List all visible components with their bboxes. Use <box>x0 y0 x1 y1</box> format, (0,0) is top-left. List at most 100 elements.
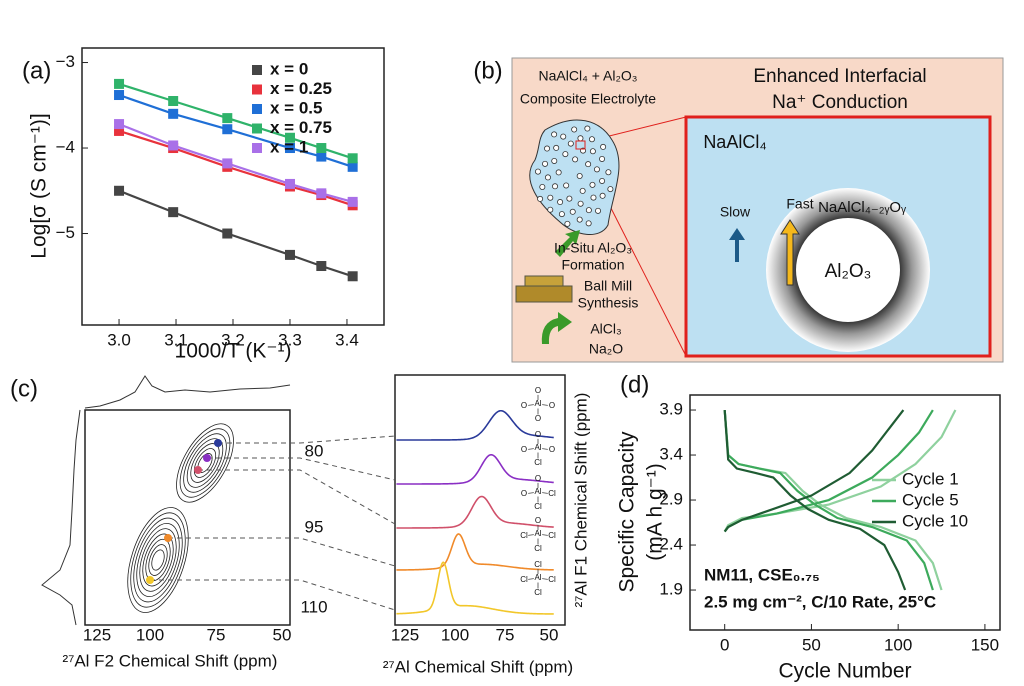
spectrum <box>396 453 554 485</box>
x-tick-label: 100 <box>884 635 912 654</box>
data-point <box>168 96 179 107</box>
heading: Na⁺ Conduction <box>772 92 908 113</box>
heading: Enhanced Interfacial <box>753 66 926 87</box>
y-tick-label: −5 <box>56 223 75 242</box>
particle-dot <box>600 143 607 150</box>
contour <box>151 549 165 571</box>
ligand: O <box>535 516 541 525</box>
contour <box>193 448 217 478</box>
particle-dots <box>535 125 614 227</box>
series-line <box>118 189 354 278</box>
y-tick-label: −4 <box>56 138 75 157</box>
contour <box>133 517 183 603</box>
legend-label: x = 1 <box>270 137 308 156</box>
ligand: O <box>549 401 555 410</box>
bond <box>542 404 548 406</box>
ligand: O <box>521 489 527 498</box>
center-atom: Al <box>534 487 541 496</box>
data-point <box>114 119 125 130</box>
x-tick-label: 0 <box>720 635 729 654</box>
particle-dot <box>551 131 558 138</box>
contours <box>127 423 234 613</box>
legend-label: x = 0.75 <box>270 118 332 137</box>
particle-dot <box>544 145 551 152</box>
peak-dot <box>194 466 202 474</box>
ligand: O <box>535 414 541 423</box>
particle-dot <box>595 207 602 214</box>
formation-label: Formation <box>561 257 624 273</box>
ligand: Cl <box>548 489 556 498</box>
ligand: Cl <box>534 502 542 511</box>
particle-dot <box>555 169 562 176</box>
diagram-b <box>511 57 1004 363</box>
particle-dot <box>535 168 542 175</box>
spectra-tick-label: 75 <box>496 625 515 644</box>
x-tick-label: 3.1 <box>164 330 188 349</box>
y-tick-label: −3 <box>56 52 75 71</box>
series-line <box>118 93 354 168</box>
bond <box>542 578 548 580</box>
data-point <box>284 178 295 189</box>
peak-dot <box>203 454 211 462</box>
spectrum <box>396 561 554 615</box>
spectra-axis-label: ²⁷Al Chemical Shift (ppm) <box>383 657 573 676</box>
data-point <box>222 228 233 239</box>
composite-particle <box>529 119 620 235</box>
particle-dot <box>562 151 569 158</box>
bond <box>528 492 534 494</box>
panel-label: (c) <box>10 375 38 402</box>
particle-dot <box>571 126 578 133</box>
guide-line <box>198 469 396 525</box>
particle-dot <box>537 195 544 202</box>
particle-dot <box>576 216 583 223</box>
panel-label: (a) <box>22 57 51 84</box>
data-point <box>347 161 358 172</box>
guide-line <box>207 457 396 481</box>
data-point <box>347 153 358 164</box>
bulk-label: NaAlCl₄ <box>703 132 766 152</box>
mill-base <box>515 285 573 303</box>
particle-dot <box>588 136 595 143</box>
particle-dot <box>560 133 567 140</box>
f1-tick-label: 110 <box>300 597 327 616</box>
particle-dot <box>607 186 614 193</box>
f1-projection <box>41 409 81 626</box>
f2-tick-label: 75 <box>207 625 226 644</box>
particle-dot <box>584 125 591 132</box>
contour <box>148 544 168 576</box>
ligand: O <box>521 445 527 454</box>
data-point <box>284 143 295 154</box>
peak-dot <box>164 534 172 542</box>
y-axis-label: (mA h g⁻¹) <box>644 463 667 560</box>
contour <box>176 423 234 503</box>
y-tick-label: 3.9 <box>659 400 683 419</box>
f2-tick-label: 50 <box>273 625 292 644</box>
core-label: Al₂O₃ <box>825 261 872 282</box>
data-point <box>284 132 295 143</box>
annotation: 2.5 mg cm⁻², C/10 Rate, 25°C <box>704 592 936 611</box>
legend-label: x = 0.25 <box>270 79 332 98</box>
ligand: Cl <box>520 531 528 540</box>
particle-dot <box>579 187 586 194</box>
particle-dot <box>577 200 584 207</box>
legend-swatch <box>252 143 262 153</box>
spectra-tick-label: 50 <box>540 625 559 644</box>
ligand: Cl <box>520 575 528 584</box>
x-tick-label: 3.4 <box>335 330 359 349</box>
particle-dot <box>547 206 554 213</box>
particle-dot <box>558 211 565 218</box>
guide-line <box>168 537 396 567</box>
series-line <box>118 129 354 207</box>
ligand: O <box>535 474 541 483</box>
spectra <box>396 409 554 615</box>
bond <box>542 448 548 450</box>
contour <box>142 533 174 587</box>
legend-swatch <box>252 65 262 75</box>
contour <box>183 433 227 493</box>
f2-tick-label: 125 <box>83 625 111 644</box>
precursor-label: Na₂O <box>589 341 623 357</box>
ligand: Cl <box>548 531 556 540</box>
data-point <box>222 113 233 124</box>
f2-projection <box>84 375 291 409</box>
